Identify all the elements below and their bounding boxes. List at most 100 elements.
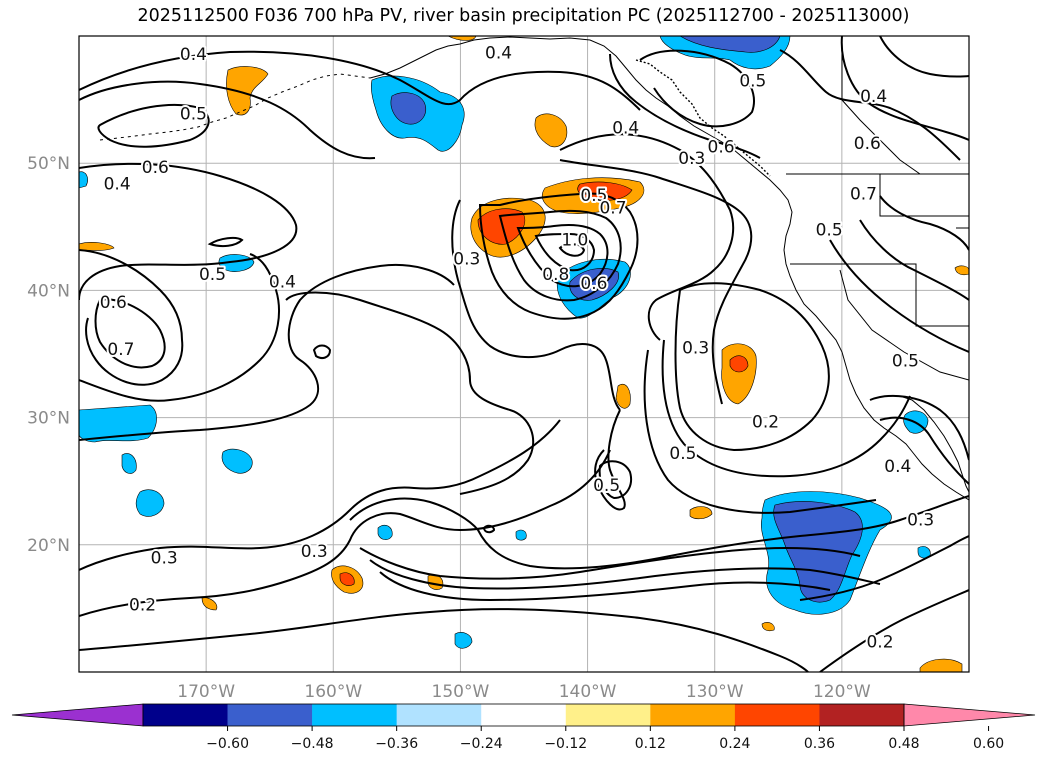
contour-label: 0.4 xyxy=(884,457,911,477)
pv-contour xyxy=(879,416,969,485)
colorbar-segment xyxy=(227,704,313,726)
colorbar-tick-label: 0.12 xyxy=(635,736,666,752)
colorbar-arrow-high xyxy=(903,703,1036,727)
pv-contour xyxy=(869,394,969,461)
precip-patch xyxy=(773,501,863,603)
contour-label: 0.5 xyxy=(669,444,696,464)
contour-label: 0.7 xyxy=(599,199,626,219)
precip-patch xyxy=(477,208,526,245)
pv-contour xyxy=(674,282,830,452)
pv-contour xyxy=(639,49,755,128)
contour-label: 0.3 xyxy=(682,339,709,359)
contour-label: 0.5 xyxy=(816,220,843,240)
state-border xyxy=(956,227,969,264)
precip-patch xyxy=(689,506,713,520)
pv-contour xyxy=(79,80,376,160)
colorbar-segment xyxy=(143,704,228,726)
contour-label: 0.4 xyxy=(860,87,887,107)
pv-contour xyxy=(498,209,622,302)
precip-patch xyxy=(721,343,757,405)
pv-contour xyxy=(661,339,911,478)
pv-contour xyxy=(859,219,969,301)
pv-contour xyxy=(643,349,877,514)
precip-patch xyxy=(919,658,963,672)
colorbar-tick-label: −0.12 xyxy=(544,736,587,752)
pv-contour xyxy=(598,460,632,500)
colorbar-tick-label: 0.48 xyxy=(888,736,919,752)
precip-patch xyxy=(761,622,775,632)
precip-patch xyxy=(390,92,427,125)
pv-contour xyxy=(779,49,961,161)
contour-label: 1.0 xyxy=(561,231,588,251)
state-border xyxy=(879,174,969,217)
colorbar-outline xyxy=(142,703,905,727)
pv-contour xyxy=(97,103,210,148)
colorbar-arrow-low xyxy=(11,703,144,727)
pv-contour xyxy=(559,159,753,405)
colorbar-tick-label: 0.36 xyxy=(804,736,835,752)
state-border xyxy=(790,263,969,327)
contour-label: 0.3 xyxy=(151,549,178,569)
precip-patch xyxy=(515,529,527,541)
pv-contour xyxy=(840,36,969,141)
pv-contour xyxy=(79,449,611,617)
lon-tick-label: 150°W xyxy=(432,682,490,702)
pv-contour xyxy=(558,242,586,257)
precip-patch xyxy=(377,524,393,540)
contour-label: 0.2 xyxy=(129,596,156,616)
precip-patch xyxy=(226,66,269,116)
lon-tick-label: 140°W xyxy=(559,682,617,702)
contour-label: 0.6 xyxy=(100,293,127,313)
colorbar-segment xyxy=(396,704,482,726)
colorbar-tick-label: 0.24 xyxy=(719,736,750,752)
colorbar-segment xyxy=(819,704,905,726)
pv-contour xyxy=(879,195,969,251)
contour-label: 0.3 xyxy=(301,542,328,562)
contour-label: 0.4 xyxy=(180,45,207,65)
colorbar-segment xyxy=(481,704,567,726)
lat-tick-label: 40°N xyxy=(27,281,70,301)
contour-label: 0.3 xyxy=(907,510,934,530)
contour-label: 0.4 xyxy=(104,175,131,195)
colorbar-segment xyxy=(565,704,651,726)
pv-contour xyxy=(79,253,280,402)
colorbar-tick-label: 0.60 xyxy=(973,736,1004,752)
contour-label: 0.6 xyxy=(708,138,735,158)
axis-tick-labels: 170°W 160°W 150°W 140°W 130°W 120°W 50°N 40°N 30… xyxy=(27,154,871,702)
precip-patch xyxy=(121,453,137,474)
colorbar-segment xyxy=(312,704,397,726)
precip-patch xyxy=(454,632,473,649)
lat-tick-label: 30°N xyxy=(27,409,70,429)
contour-label: 0.3 xyxy=(678,149,705,169)
canada-inlets xyxy=(635,59,771,177)
contour-labels: 0.40.50.60.40.40.40.30.60.50.40.60.70.50… xyxy=(98,42,936,655)
colorbar-tick-label: −0.36 xyxy=(375,736,418,752)
precip-patch xyxy=(954,265,969,276)
contour-label: 0.4 xyxy=(612,119,639,139)
lon-tick-label: 170°W xyxy=(177,682,235,702)
lat-tick-label: 50°N xyxy=(27,154,70,174)
pv-contours xyxy=(79,36,969,672)
map-frame xyxy=(78,35,970,673)
pv-contour xyxy=(349,495,969,570)
pv-contour xyxy=(369,559,881,590)
pv-contour xyxy=(478,192,639,320)
colorbar-tick-label: −0.48 xyxy=(291,736,334,752)
contour-label: 0.5 xyxy=(892,351,919,371)
contour-label: 0.7 xyxy=(850,185,877,205)
contour-label: 0.4 xyxy=(485,44,512,64)
contour-label: 0.5 xyxy=(593,476,620,496)
colorbar-tick-label: −0.24 xyxy=(460,736,503,752)
precip-patch xyxy=(729,355,749,373)
contour-label: 0.6 xyxy=(580,274,607,294)
precip-patch xyxy=(615,384,631,409)
precip-patch xyxy=(201,597,218,611)
pv-contour xyxy=(79,249,184,386)
colorbar-segment xyxy=(734,704,820,726)
contour-label: 0.3 xyxy=(453,250,480,270)
pv-contour xyxy=(879,36,969,78)
contour-label: 0.5 xyxy=(199,265,226,285)
pv-contour xyxy=(379,571,831,602)
pv-contour xyxy=(451,199,621,411)
pv-contour xyxy=(819,589,969,672)
